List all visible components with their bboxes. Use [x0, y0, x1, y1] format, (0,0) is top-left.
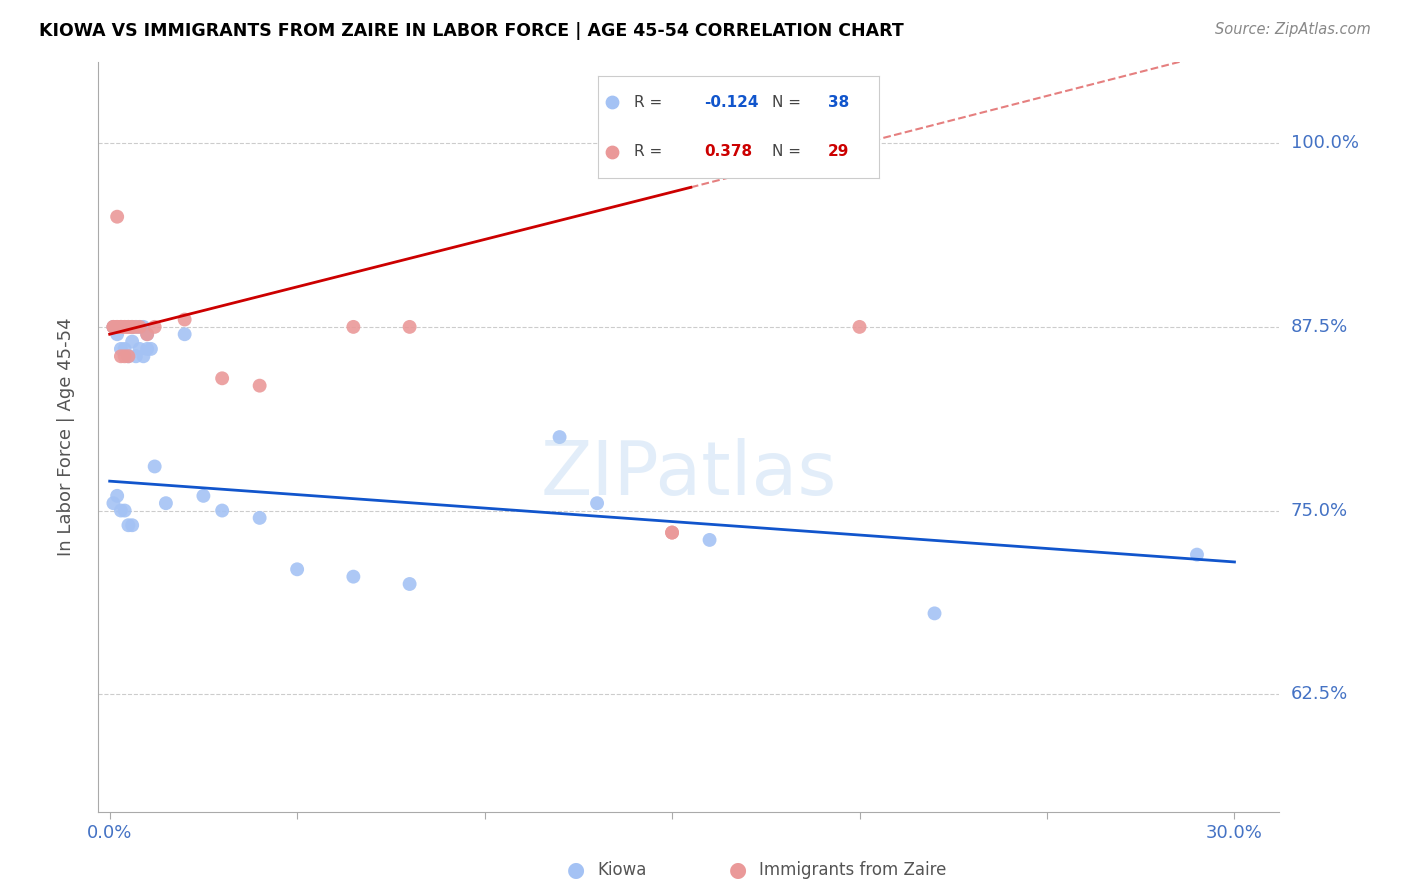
Point [848, 319, 870, 334]
Point [114, 349, 136, 363]
Point [128, 319, 150, 334]
Point [117, 349, 139, 363]
Point [398, 319, 420, 334]
Text: ●: ● [568, 860, 585, 880]
Point [121, 319, 143, 334]
Point [661, 525, 683, 540]
Point [117, 319, 139, 334]
Point [249, 511, 271, 525]
Text: 75.0%: 75.0% [1291, 501, 1348, 519]
Text: 62.5%: 62.5% [1291, 685, 1348, 703]
Point [105, 327, 128, 342]
Point [114, 503, 136, 517]
Point [600, 145, 623, 159]
Point [211, 371, 233, 385]
Text: 100.0%: 100.0% [1291, 134, 1358, 153]
Text: ●: ● [730, 860, 747, 880]
Point [136, 327, 159, 342]
Point [125, 319, 148, 334]
Point [114, 342, 136, 356]
Point [548, 430, 571, 444]
Point [103, 319, 125, 334]
Point [114, 319, 136, 334]
Point [139, 342, 162, 356]
Text: R =: R = [634, 95, 662, 110]
Point [285, 562, 308, 576]
Point [211, 503, 233, 517]
Point [699, 533, 721, 547]
Point [155, 496, 177, 510]
Point [110, 319, 132, 334]
Text: 29: 29 [828, 145, 849, 160]
Text: R =: R = [634, 145, 662, 160]
Point [114, 319, 136, 334]
Text: 0.378: 0.378 [704, 145, 752, 160]
Point [143, 459, 166, 474]
Point [117, 518, 139, 533]
Point [103, 319, 125, 334]
Point [132, 319, 155, 334]
Point [136, 342, 159, 356]
Point [128, 319, 150, 334]
Point [110, 342, 132, 356]
Point [249, 378, 271, 392]
Point [128, 342, 150, 356]
Point [117, 349, 139, 363]
Point [105, 319, 128, 334]
Point [110, 319, 132, 334]
Point [342, 569, 364, 583]
Text: 38: 38 [828, 95, 849, 110]
Point [173, 327, 195, 342]
Point [193, 489, 215, 503]
Point [110, 349, 132, 363]
Point [105, 319, 128, 334]
Text: ZIPatlas: ZIPatlas [541, 438, 837, 511]
Text: KIOWA VS IMMIGRANTS FROM ZAIRE IN LABOR FORCE | AGE 45-54 CORRELATION CHART: KIOWA VS IMMIGRANTS FROM ZAIRE IN LABOR … [39, 22, 904, 40]
Point [1185, 548, 1208, 562]
Text: N =: N = [772, 95, 801, 110]
Point [121, 319, 143, 334]
Point [110, 319, 132, 334]
Point [342, 319, 364, 334]
Point [661, 525, 683, 540]
Point [110, 319, 132, 334]
Point [600, 95, 623, 110]
Point [121, 518, 143, 533]
Text: 87.5%: 87.5% [1291, 318, 1348, 336]
Point [117, 319, 139, 334]
Point [173, 312, 195, 326]
Text: N =: N = [772, 145, 801, 160]
Point [125, 319, 148, 334]
Text: Source: ZipAtlas.com: Source: ZipAtlas.com [1215, 22, 1371, 37]
Text: -0.124: -0.124 [704, 95, 759, 110]
Y-axis label: In Labor Force | Age 45-54: In Labor Force | Age 45-54 [56, 318, 75, 557]
Point [117, 319, 139, 334]
Point [121, 319, 143, 334]
Point [103, 319, 125, 334]
Point [136, 327, 159, 342]
Point [103, 496, 125, 510]
Point [105, 489, 128, 503]
Point [110, 503, 132, 517]
Point [132, 349, 155, 363]
Point [398, 577, 420, 591]
Point [125, 349, 148, 363]
Text: Kiowa: Kiowa [598, 861, 647, 879]
Text: Immigrants from Zaire: Immigrants from Zaire [759, 861, 946, 879]
Point [924, 607, 946, 621]
Point [121, 334, 143, 349]
Point [143, 319, 166, 334]
Point [586, 496, 609, 510]
Point [105, 210, 128, 224]
